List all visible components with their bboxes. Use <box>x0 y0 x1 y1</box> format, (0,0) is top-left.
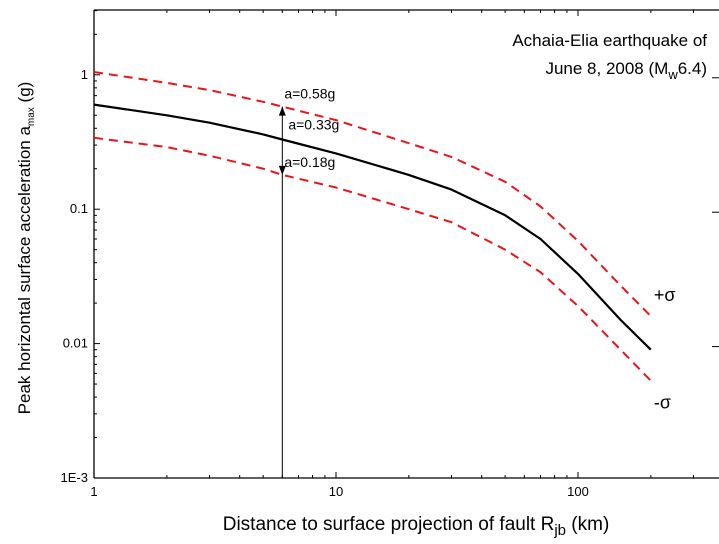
x-tick-label: 10 <box>329 484 343 499</box>
series-upper-line <box>93 71 652 317</box>
arrow-down-head <box>278 165 286 175</box>
x-axis-label-suffix: (km) <box>566 514 609 535</box>
chart-title-line1: Achaia-Elia earthquake of <box>512 31 707 50</box>
plot-area: 1 10 100 1 0.1 0.01 1E-3 +σ -σ a=0.58g a=0.33g a=0.… <box>61 9 719 499</box>
x-axis-label: Distance to surface projection of fault … <box>223 514 610 539</box>
series-upper-label: +σ <box>654 285 676 305</box>
series-lower-line <box>93 136 652 382</box>
y-tick-label: 1 <box>81 67 88 82</box>
arrow-up-head <box>278 106 286 116</box>
y-tick-label: 0.01 <box>63 336 88 351</box>
chart-title-line2-suffix: 6.4) <box>678 59 707 78</box>
y-tick-label: 0.1 <box>70 201 88 216</box>
x-tick-label: 100 <box>567 484 589 499</box>
x-axis-label-prefix: Distance to surface projection of fault … <box>223 514 555 535</box>
series-median-line <box>93 103 652 351</box>
chart-title-line2: June 8, 2008 (Mw6.4) <box>545 59 707 82</box>
annotation-label: a=0.58g <box>284 86 335 102</box>
x-tick-label: 1 <box>90 484 97 499</box>
x-axis-label-sub: jb <box>553 522 566 539</box>
y-axis-label: Peak horizontal surface acceleration ama… <box>15 82 37 415</box>
y-axis-label-prefix: Peak horizontal surface acceleration a <box>15 126 34 415</box>
y-axis-label-sub: max <box>26 107 37 126</box>
series-lower-label: -σ <box>654 393 671 413</box>
y-tick-label: 1E-3 <box>61 470 88 485</box>
chart-title-line2-prefix: June 8, 2008 (M <box>545 59 668 78</box>
annotation-label: a=0.18g <box>284 154 335 170</box>
chart-title-line2-sub: w <box>667 67 678 82</box>
annotation-label: a=0.33g <box>288 117 339 133</box>
y-axis-label-suffix: (g) <box>15 82 34 108</box>
